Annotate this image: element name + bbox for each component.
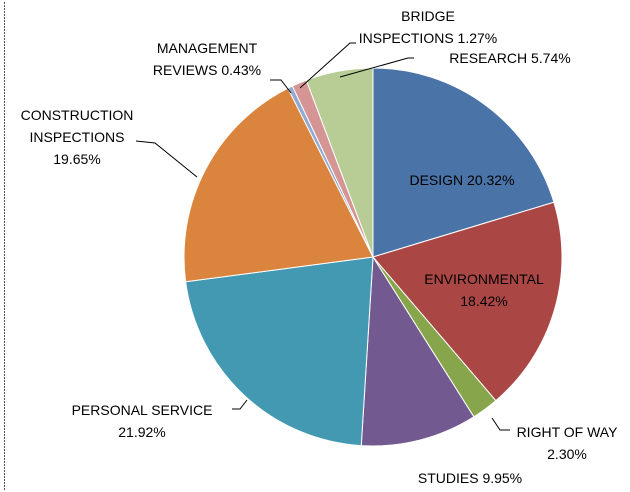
leader-line bbox=[299, 42, 356, 89]
category-label: MANAGEMENT REVIEWS bbox=[152, 40, 258, 78]
leader-line bbox=[339, 57, 414, 78]
value-label: 9.95% bbox=[482, 470, 523, 486]
slices bbox=[183, 67, 563, 447]
value-label: 21.92% bbox=[118, 424, 166, 440]
category-label: RIGHT OF WAY bbox=[516, 424, 618, 440]
value-label: 5.74% bbox=[530, 50, 571, 66]
slice-label: MANAGEMENT REVIEWS 0.43% bbox=[142, 37, 272, 81]
category-label: RESEARCH bbox=[449, 50, 528, 66]
leader-line bbox=[270, 79, 292, 94]
pie-slice bbox=[360, 255, 475, 447]
leader-line bbox=[232, 399, 248, 410]
slice-label: ENVIRONMENTAL 18.42% bbox=[424, 268, 544, 312]
category-label: CONSTRUCTION INSPECTIONS bbox=[20, 107, 134, 145]
value-label: 18.42% bbox=[460, 293, 508, 309]
slice-label: RIGHT OF WAY 2.30% bbox=[517, 421, 618, 465]
value-label: 1.27% bbox=[457, 30, 498, 46]
pie-slice bbox=[183, 87, 374, 283]
pie-slice bbox=[185, 256, 374, 447]
slice-label: PERSONAL SERVICE 21.92% bbox=[72, 399, 213, 443]
value-label: 20.32% bbox=[467, 172, 515, 188]
slice-label: RESEARCH 5.74% bbox=[449, 47, 570, 69]
leader-line bbox=[491, 417, 510, 431]
category-label: PERSONAL SERVICE bbox=[71, 402, 213, 418]
value-label: 2.30% bbox=[547, 446, 587, 462]
pie-slice bbox=[372, 201, 563, 402]
category-label: ENVIRONMENTAL bbox=[424, 271, 544, 287]
category-label: BRIDGE INSPECTIONS bbox=[358, 8, 455, 46]
pie-slice bbox=[372, 67, 555, 258]
category-label: STUDIES bbox=[417, 470, 479, 486]
leader-line bbox=[135, 140, 198, 178]
category-label: DESIGN bbox=[409, 172, 464, 188]
slice-label: STUDIES 9.95% bbox=[418, 467, 522, 489]
value-label: 0.43% bbox=[221, 62, 262, 78]
slice-label: CONSTRUCTION INSPECTIONS 19.65% bbox=[12, 104, 142, 170]
slice-label: DESIGN 20.32% bbox=[409, 169, 514, 191]
value-label: 19.65% bbox=[53, 151, 101, 167]
slice-label: BRIDGE INSPECTIONS 1.27% bbox=[356, 5, 501, 49]
